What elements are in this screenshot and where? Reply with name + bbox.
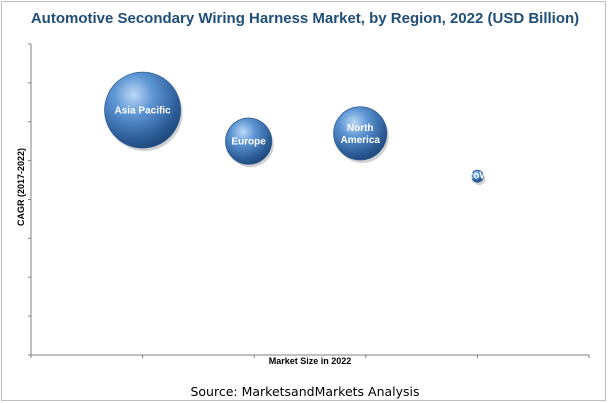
bubble-label-asia-pacific: Asia Pacific xyxy=(115,106,172,117)
y-axis-title: CAGR (2017-2022) xyxy=(16,148,26,226)
bubble-label-row: RoW xyxy=(466,171,489,182)
chart-title: Automotive Secondary Wiring Harness Mark… xyxy=(31,10,579,27)
bubble-north-america xyxy=(333,106,388,161)
bubble-label-europe: Europe xyxy=(231,137,266,148)
plot-area xyxy=(28,43,590,358)
x-axis-ticks xyxy=(30,355,590,358)
source-note: Source: MarketsandMarkets Analysis xyxy=(190,384,419,399)
bubble-row xyxy=(470,169,484,183)
bubble-asia-pacific xyxy=(104,71,182,149)
bubble-europe xyxy=(225,117,273,165)
bubble-label-north-america: North America xyxy=(340,123,380,146)
x-axis-title: Market Size in 2022 xyxy=(269,356,352,366)
bubble-series: Asia Pacific Europe North America RoW xyxy=(104,71,489,186)
y-axis-ticks xyxy=(28,43,31,356)
